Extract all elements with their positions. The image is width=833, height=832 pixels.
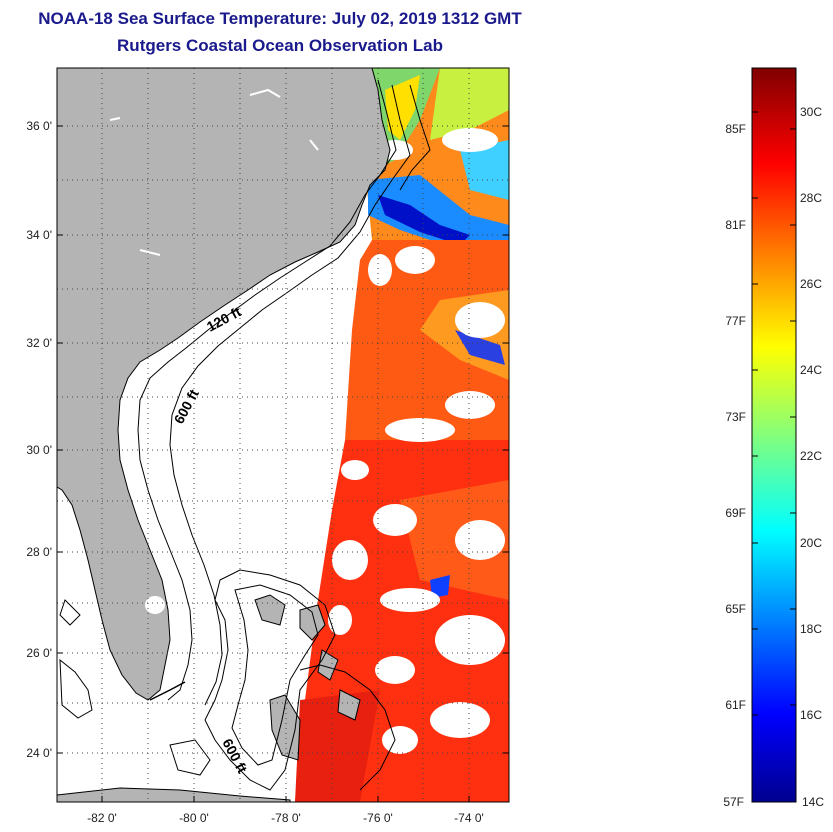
cb-label-77f: 77F bbox=[725, 314, 746, 328]
map-subtitle: Rutgers Coastal Ocean Observation Lab bbox=[117, 36, 443, 55]
cb-label-28c: 28C bbox=[800, 191, 822, 205]
lat-label-36: 36 0' bbox=[26, 119, 52, 133]
cb-label-65f: 65F bbox=[725, 602, 746, 616]
cb-label-85f: 85F bbox=[725, 122, 746, 136]
cb-label-73f: 73F bbox=[725, 410, 746, 424]
cb-label-16c: 16C bbox=[800, 708, 822, 722]
florida-keys bbox=[149, 681, 186, 701]
sst-swath bbox=[295, 68, 509, 802]
lat-label-28: 28 0' bbox=[26, 545, 52, 559]
map-frame bbox=[56, 67, 510, 803]
lon-label-74: -74 0' bbox=[454, 811, 484, 825]
lon-label-80: -80 0' bbox=[179, 811, 209, 825]
map-title: NOAA-18 Sea Surface Temperature: July 02… bbox=[38, 9, 522, 28]
frame-ticks bbox=[57, 125, 509, 802]
inland-water bbox=[109, 88, 319, 256]
cb-label-22c: 22C bbox=[800, 449, 822, 463]
lake-okeechobee bbox=[145, 596, 165, 614]
lat-label-24: 24 0' bbox=[26, 746, 52, 760]
cb-label-30c: 30C bbox=[800, 105, 822, 119]
lat-label-26: 26 0' bbox=[26, 646, 52, 660]
us-landmass bbox=[57, 68, 391, 701]
lat-label-34: 34 0' bbox=[26, 228, 52, 242]
cb-label-61f: 61F bbox=[725, 698, 746, 712]
colorbar-ticks bbox=[752, 111, 796, 716]
colorbar bbox=[751, 67, 797, 803]
lon-label-76: -76 0' bbox=[363, 811, 393, 825]
cuba-landmass bbox=[57, 787, 291, 802]
lat-label-30: 30 0' bbox=[26, 443, 52, 457]
cb-label-24c: 24C bbox=[800, 363, 822, 377]
cb-label-69f: 69F bbox=[725, 506, 746, 520]
cb-label-26c: 26C bbox=[800, 277, 822, 291]
lon-label-82: -82 0' bbox=[87, 811, 117, 825]
cb-label-14c: 14C bbox=[802, 795, 824, 809]
lon-label-78: -78 0' bbox=[271, 811, 301, 825]
cb-label-57f: 57F bbox=[723, 795, 744, 809]
cb-label-20c: 20C bbox=[800, 536, 822, 550]
graticule bbox=[57, 68, 509, 802]
bathymetry-contours bbox=[59, 79, 431, 791]
cb-label-81f: 81F bbox=[725, 218, 746, 232]
cb-label-18c: 18C bbox=[800, 622, 822, 636]
lat-label-32: 32 0' bbox=[26, 336, 52, 350]
